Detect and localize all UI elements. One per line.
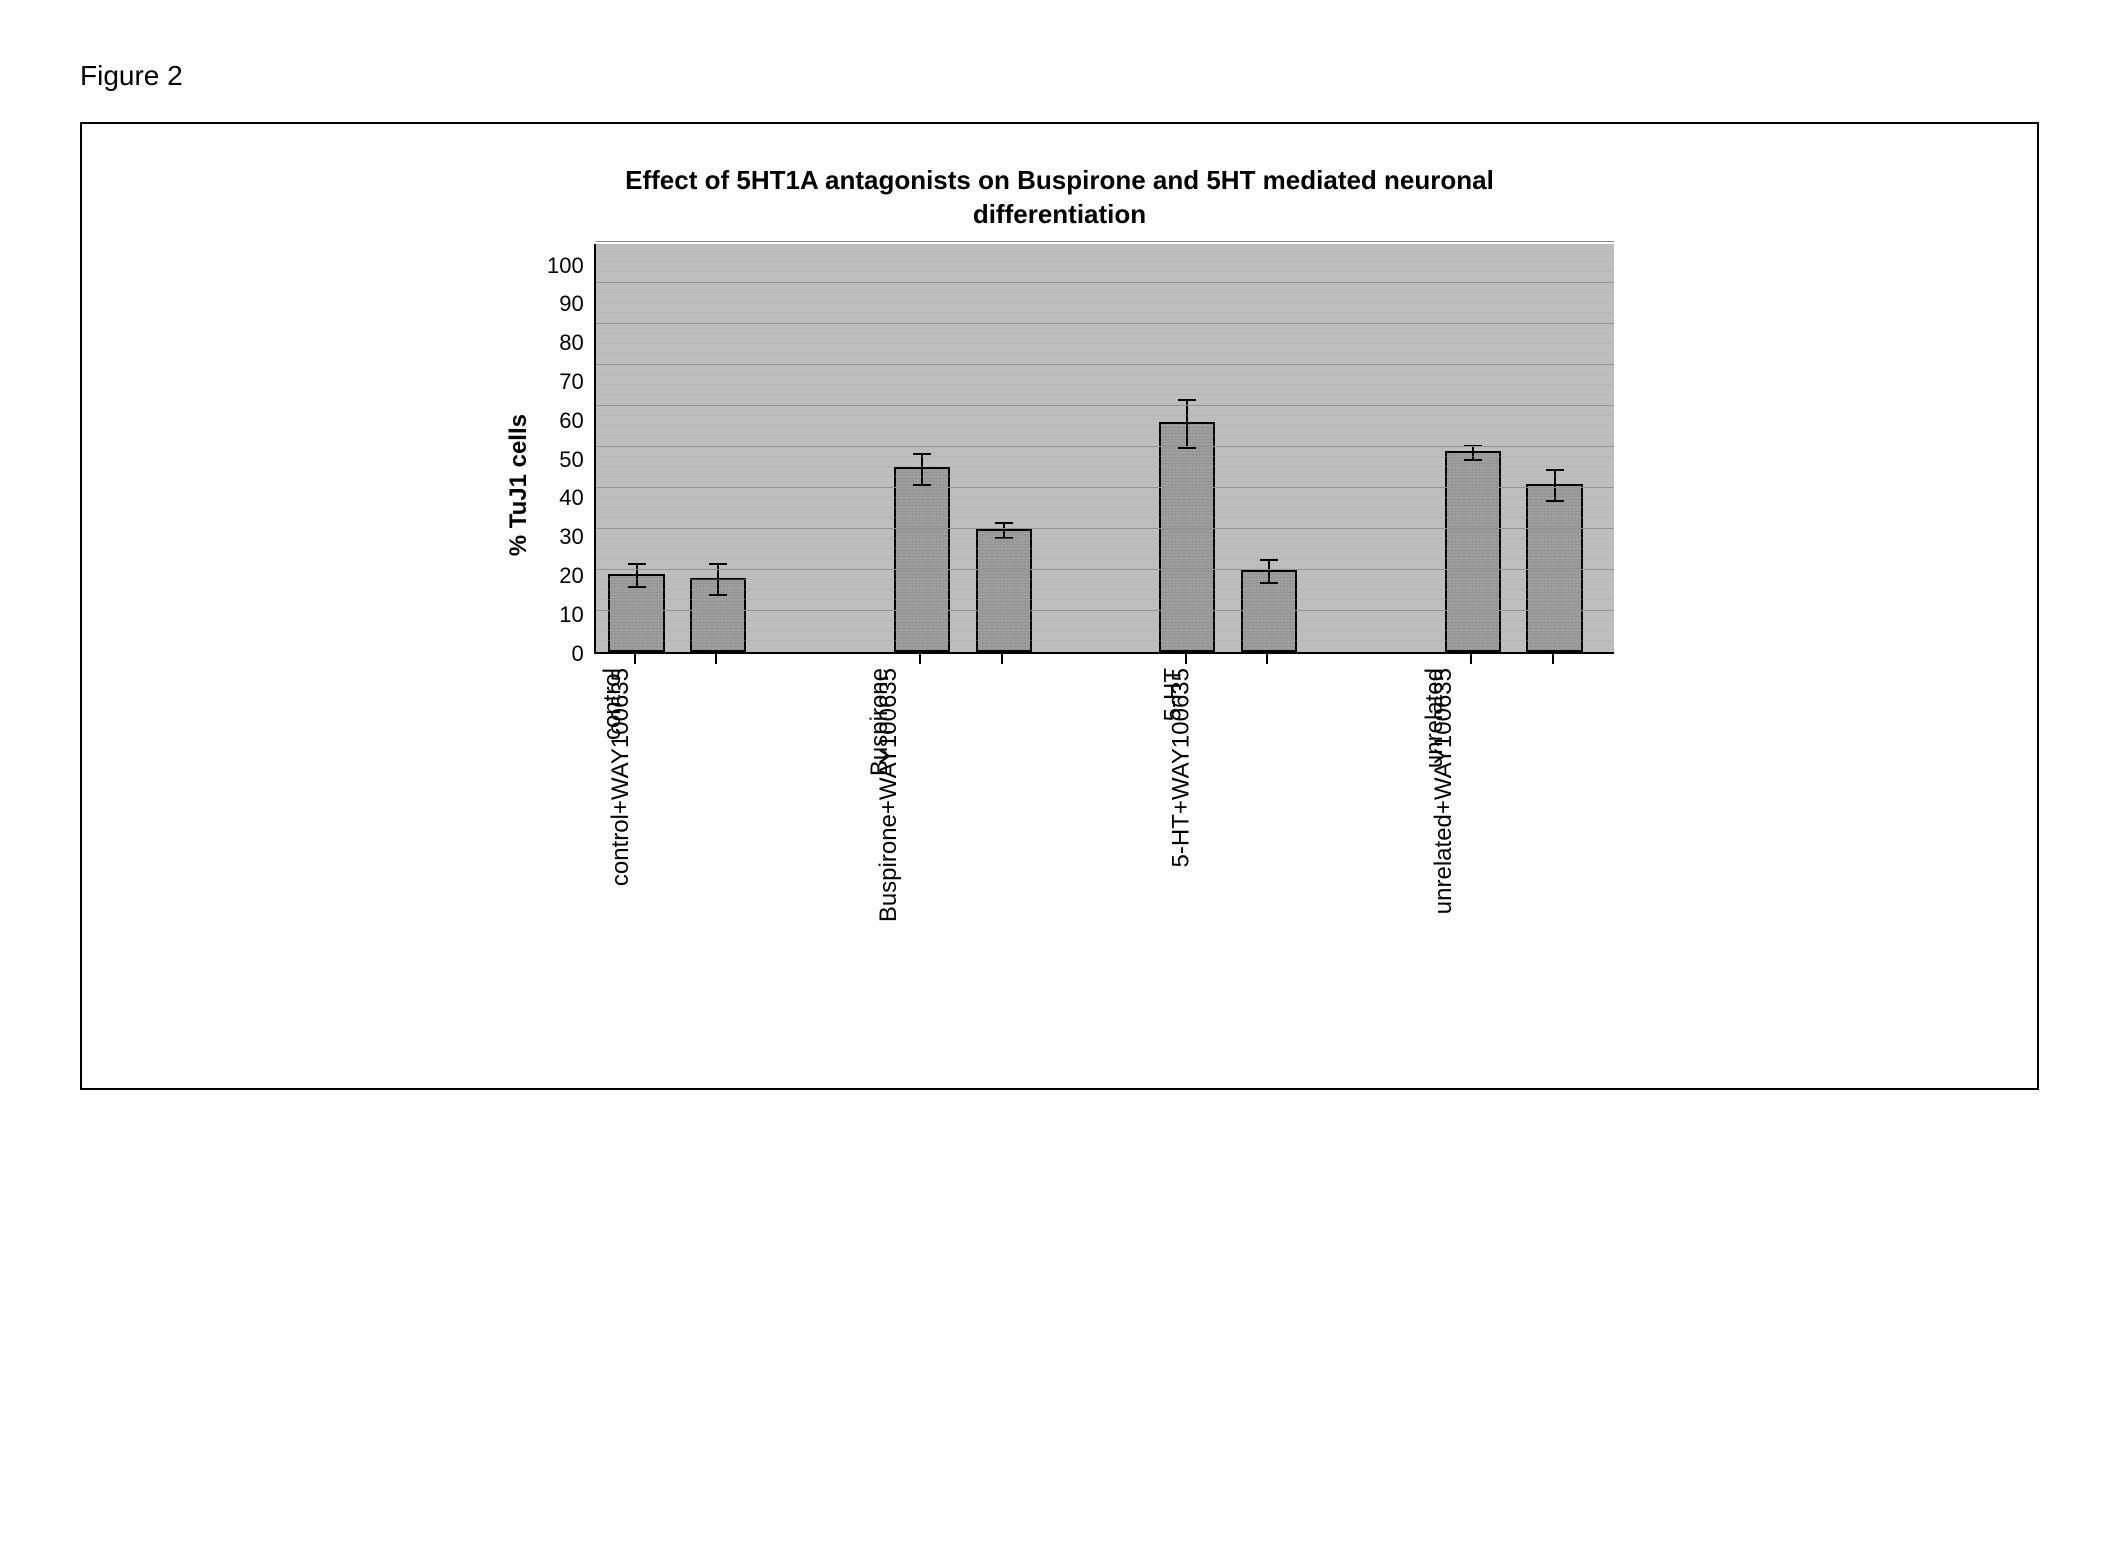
y-tick-label: 30 [559, 526, 583, 548]
y-tick-label: 60 [559, 410, 583, 432]
gridline-minor [596, 343, 1614, 344]
chart-title: Effect of 5HT1A antagonists on Buspirone… [510, 164, 1610, 232]
gridline-minor [596, 282, 1614, 283]
chart-title-line1: Effect of 5HT1A antagonists on Buspirone… [625, 165, 1494, 195]
x-tick [715, 654, 717, 664]
x-axis-region: controlcontrol+WAY100635BuspironeBuspiro… [547, 654, 1614, 1028]
gridline-minor [596, 466, 1614, 467]
gridline-minor [596, 374, 1614, 375]
chart-body: % TuJ1 cells 1009080706050403020100 cont… [142, 244, 1977, 1028]
plot-area [594, 244, 1614, 654]
y-tick-label: 90 [559, 293, 583, 315]
y-tick-label: 100 [547, 255, 584, 277]
bar-layer [596, 244, 1614, 652]
gridline-minor [596, 446, 1614, 447]
plot-column: 1009080706050403020100 controlcontrol+WA… [547, 244, 1614, 1028]
gridline-minor [596, 558, 1614, 559]
x-tick [1266, 654, 1268, 664]
gridline-minor [596, 333, 1614, 334]
x-tick [634, 654, 636, 664]
x-tick [1552, 654, 1554, 664]
gridline-minor [596, 569, 1614, 570]
gridline-minor [596, 548, 1614, 549]
spacer [547, 654, 594, 1028]
gridline-minor [596, 620, 1614, 621]
y-tick-label: 50 [559, 449, 583, 471]
gridline-minor [596, 476, 1614, 477]
gridline-minor [596, 405, 1614, 406]
gridline-minor [596, 487, 1614, 488]
x-axis-box: controlcontrol+WAY100635BuspironeBuspiro… [594, 654, 1614, 1028]
bar [1445, 451, 1501, 652]
chart-title-line2: differentiation [973, 199, 1146, 229]
gridline-minor [596, 435, 1614, 436]
gridline-minor [596, 394, 1614, 395]
y-tick-label: 20 [559, 565, 583, 587]
y-tick-label: 70 [559, 371, 583, 393]
y-tick-label: 80 [559, 332, 583, 354]
figure-label: Figure 2 [80, 60, 2039, 92]
gridline-minor [596, 261, 1614, 262]
gridline-minor [596, 517, 1614, 518]
gridline-minor [596, 610, 1614, 611]
gridline-minor [596, 384, 1614, 385]
gridline-minor [596, 538, 1614, 539]
x-tick-label: control+WAY100635 [607, 668, 635, 886]
gridline-minor [596, 251, 1614, 252]
gridline-minor [596, 497, 1614, 498]
x-tick-label: unrelated+WAY100635 [1430, 668, 1458, 914]
error-bar [1186, 399, 1188, 448]
error-bar [921, 453, 923, 486]
error-bar [1268, 559, 1270, 584]
y-axis-label: % TuJ1 cells [505, 414, 533, 556]
gridline-minor [596, 579, 1614, 580]
gridline [596, 241, 1614, 242]
gridline-minor [596, 323, 1614, 324]
gridline-minor [596, 599, 1614, 600]
y-tick-label: 40 [559, 487, 583, 509]
x-tick-label: Buspirone+WAY100635 [875, 668, 903, 922]
bar [1241, 570, 1297, 652]
gridline-minor [596, 271, 1614, 272]
bar [976, 529, 1032, 652]
y-tick-label: 10 [559, 604, 583, 626]
gridline-minor [596, 364, 1614, 365]
y-tick-labels: 1009080706050403020100 [547, 244, 594, 654]
bar [894, 467, 950, 652]
gridline-minor [596, 630, 1614, 631]
x-tick-labels: controlcontrol+WAY100635BuspironeBuspiro… [594, 668, 1614, 1028]
error-bar [636, 563, 638, 588]
gridline-minor [596, 302, 1614, 303]
gridline-minor [596, 456, 1614, 457]
gridline-minor [596, 425, 1614, 426]
gridline-minor [596, 415, 1614, 416]
gridline-minor [596, 528, 1614, 529]
y-tick-label: 0 [571, 643, 583, 665]
x-tick [1185, 654, 1187, 664]
plot-row: 1009080706050403020100 [547, 244, 1614, 654]
gridline-minor [596, 640, 1614, 641]
x-tick-label: 5-HT+WAY100635 [1167, 668, 1195, 867]
error-bar [1003, 522, 1005, 538]
error-bar [1472, 445, 1474, 461]
gridline-minor [596, 312, 1614, 313]
gridline-minor [596, 292, 1614, 293]
x-tick [1001, 654, 1003, 664]
bar [1526, 484, 1582, 652]
x-tick [1470, 654, 1472, 664]
gridline-minor [596, 507, 1614, 508]
gridline-minor [596, 589, 1614, 590]
chart-frame: Effect of 5HT1A antagonists on Buspirone… [80, 122, 2039, 1090]
gridline-minor [596, 353, 1614, 354]
x-tick [919, 654, 921, 664]
